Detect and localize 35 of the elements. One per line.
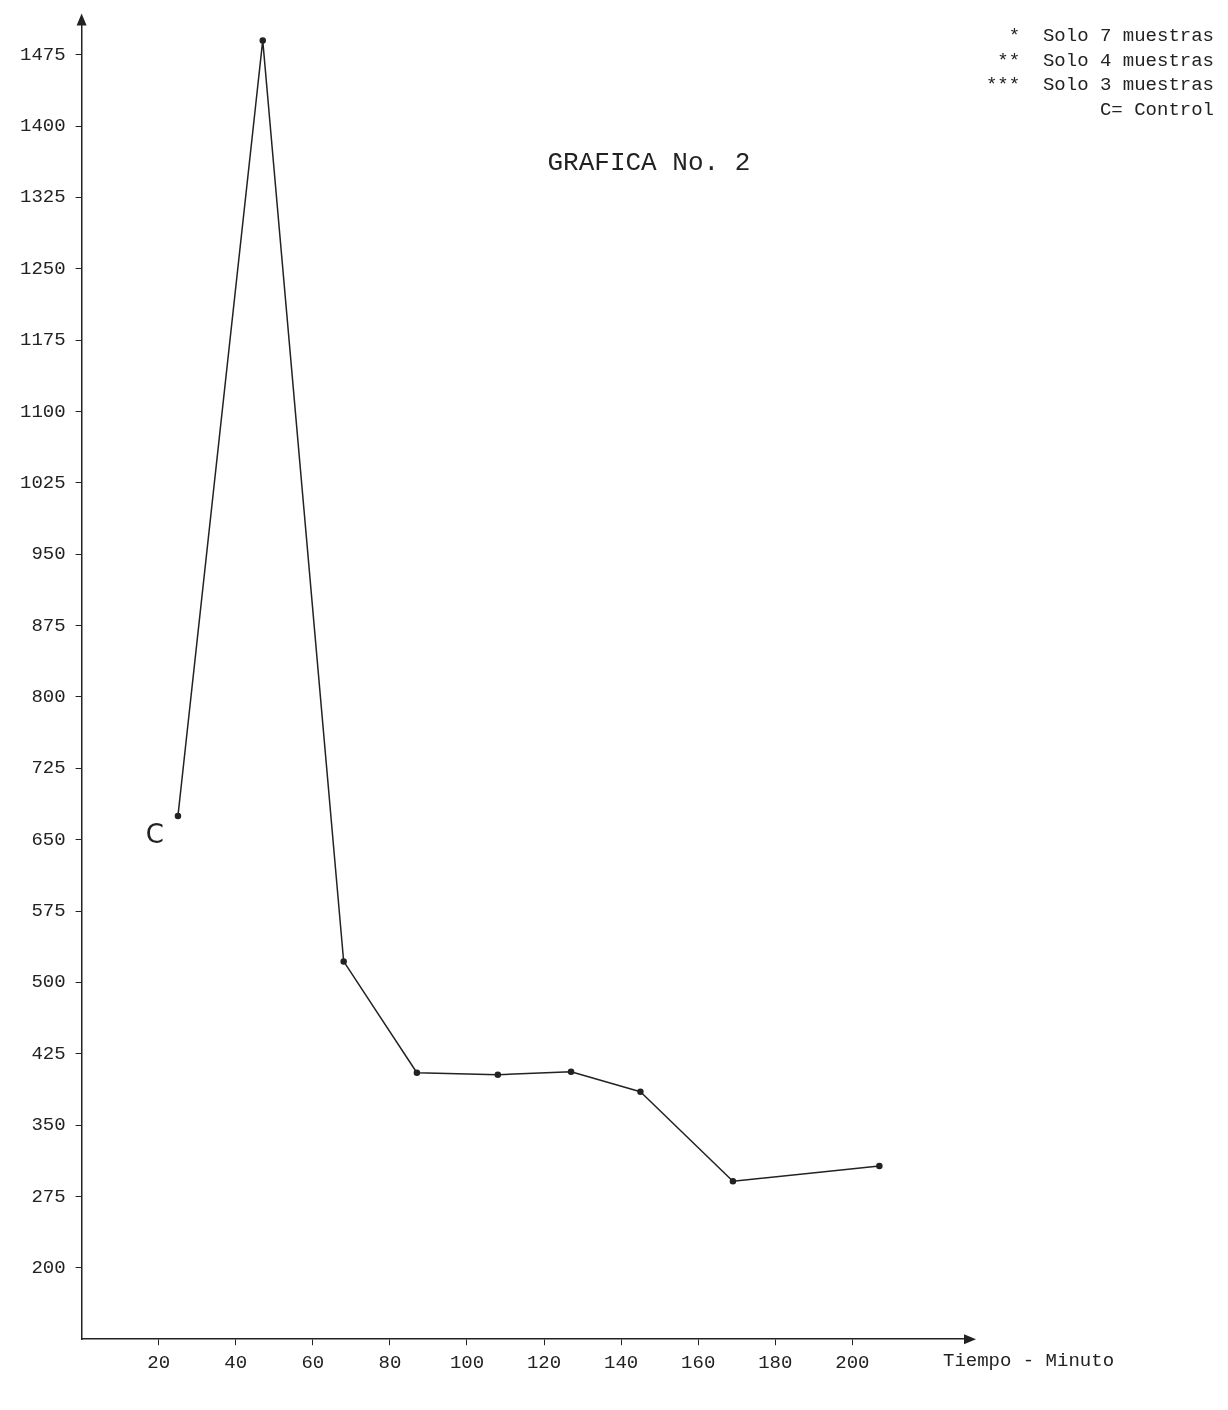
y-tick-label: 1175 xyxy=(20,329,66,352)
y-tick-label: 1025 xyxy=(20,471,66,494)
x-tick-label: 180 xyxy=(758,1351,793,1374)
x-tick-label: 120 xyxy=(526,1351,562,1374)
y-tick-label: 1325 xyxy=(20,186,66,209)
x-tick-label: 160 xyxy=(681,1351,716,1374)
x-tick-label: 100 xyxy=(449,1351,485,1374)
y-tick-label: 575 xyxy=(31,900,66,923)
text: C= Control xyxy=(1099,98,1214,121)
annotation: C xyxy=(145,818,164,849)
y-tick-label: 875 xyxy=(31,614,66,637)
text: GRAFICA No. 2 xyxy=(547,148,751,179)
y-tick-label: 1250 xyxy=(20,257,66,280)
x-tick-label: 140 xyxy=(604,1351,639,1374)
text: *** Solo 3 muestras xyxy=(985,74,1214,97)
y-tick-label: 800 xyxy=(31,685,66,708)
x-tick-label: 20 xyxy=(147,1351,171,1374)
y-tick-label: 275 xyxy=(31,1185,66,1208)
y-tick-label: 1100 xyxy=(20,400,66,423)
x-tick-label: 60 xyxy=(301,1351,325,1374)
y-tick-label: 950 xyxy=(31,543,66,566)
x-tick-label: 80 xyxy=(378,1351,402,1374)
text: * Solo 7 muestras xyxy=(1008,25,1214,48)
y-tick-label: 1400 xyxy=(20,115,66,138)
y-tick-label: 500 xyxy=(31,971,66,994)
x-tick-label: 200 xyxy=(835,1351,870,1374)
y-tick-label: 725 xyxy=(31,757,66,780)
text: ** Solo 4 muestras xyxy=(997,49,1214,72)
y-tick-label: 350 xyxy=(31,1114,66,1137)
x-tick-label: 40 xyxy=(224,1351,248,1374)
y-tick-label: 200 xyxy=(31,1256,66,1279)
y-tick-label: 1475 xyxy=(20,43,66,66)
y-tick-label: 650 xyxy=(31,828,66,851)
x-axis-title: Tiempo - Minuto xyxy=(943,1349,1115,1372)
y-tick-label: 425 xyxy=(31,1042,66,1065)
